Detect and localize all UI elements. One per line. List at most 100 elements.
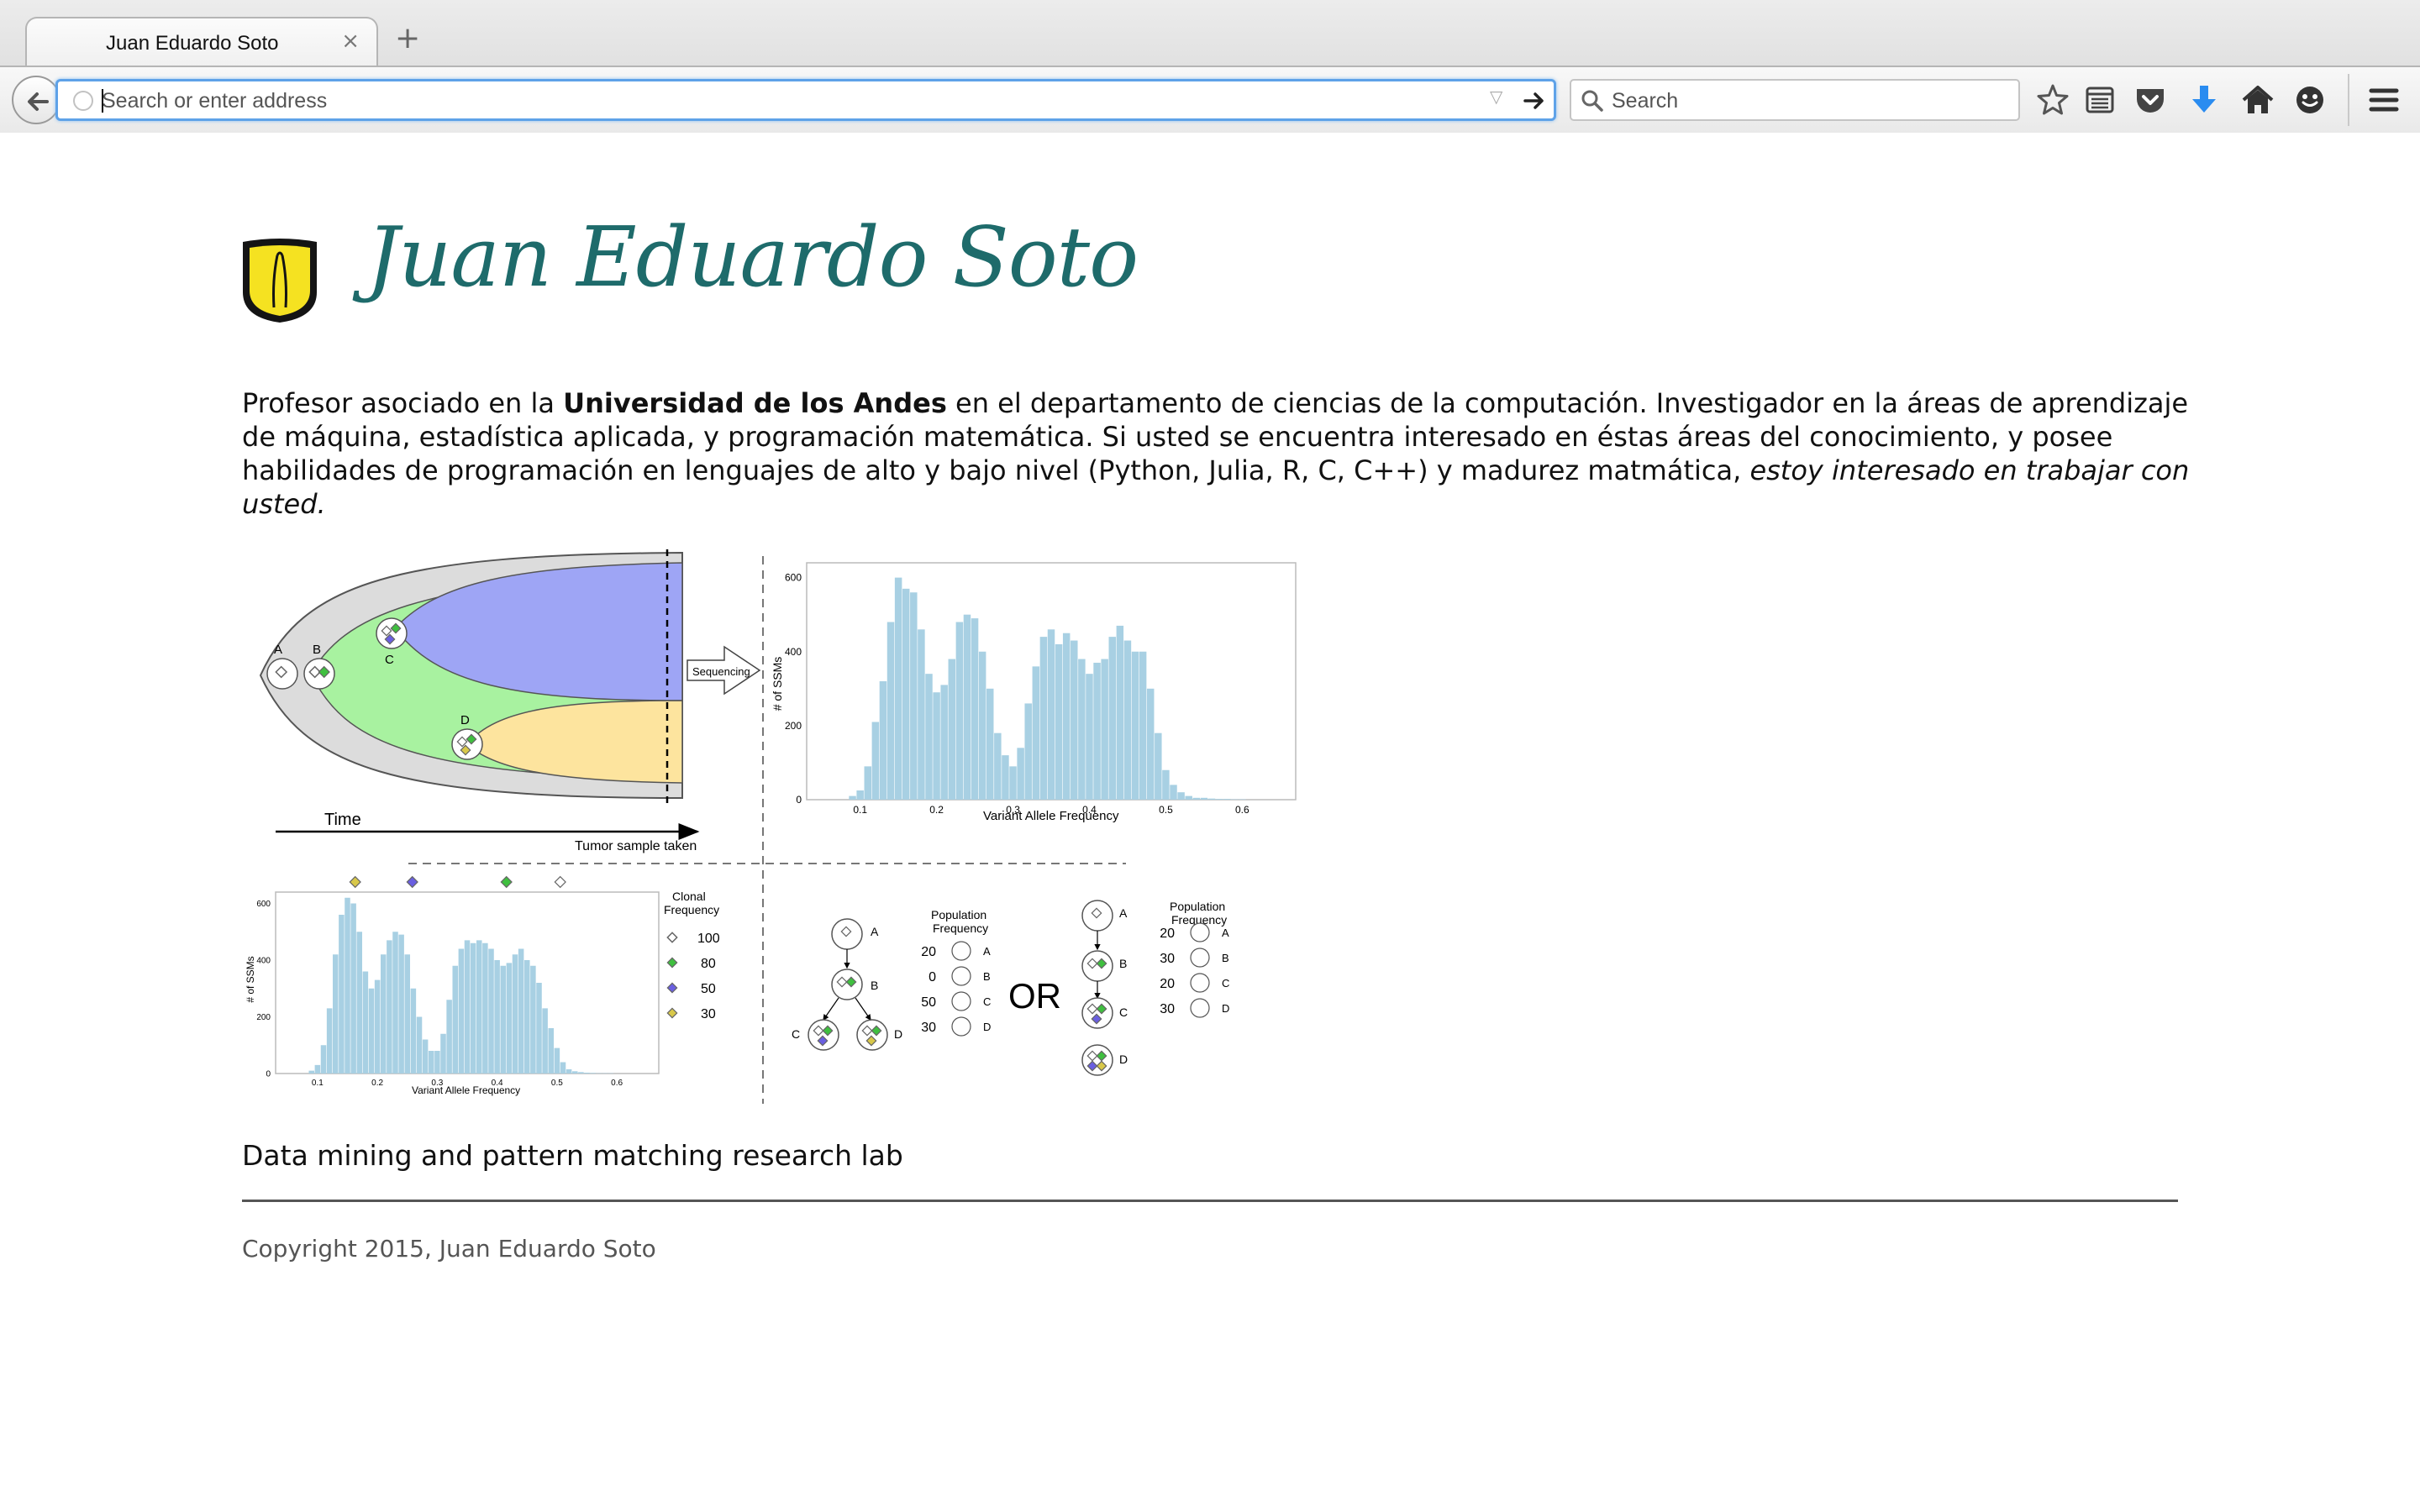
x-axis-label: Variant Allele Frequency bbox=[412, 1084, 520, 1096]
reading-list-icon[interactable] bbox=[2082, 82, 2118, 118]
lab-title: Data mining and pattern matching researc… bbox=[242, 1139, 903, 1172]
tree2-node-c: C bbox=[1119, 1005, 1128, 1019]
back-arrow-icon bbox=[28, 92, 49, 111]
y-tick-label: 400 bbox=[256, 956, 271, 965]
tree2-pop-title-2: Frequency bbox=[1171, 913, 1227, 927]
legend-swatch-80 bbox=[666, 957, 678, 969]
histogram-bar bbox=[332, 954, 339, 1074]
histogram-bar bbox=[1155, 732, 1162, 800]
population-clone-circle bbox=[951, 1016, 971, 1037]
pocket-icon[interactable] bbox=[2133, 82, 2168, 118]
x-tick-label: 0.6 bbox=[611, 1079, 623, 1088]
y-tick-label: 200 bbox=[256, 1013, 271, 1022]
histogram-bar bbox=[416, 1016, 423, 1074]
population-frequency-value: 20 bbox=[921, 945, 936, 959]
population-frequency-value: 50 bbox=[921, 995, 936, 1010]
browser-chrome: Juan Eduardo Soto × + ▽ bbox=[0, 0, 2420, 133]
site-identity-icon[interactable] bbox=[73, 91, 93, 111]
histogram-bar bbox=[1093, 662, 1101, 800]
histogram-bar bbox=[994, 732, 1002, 800]
toolbar-separator bbox=[2348, 74, 2349, 126]
search-bar[interactable] bbox=[1570, 79, 2020, 121]
histogram-bar bbox=[1223, 799, 1231, 800]
sequencing-arrow bbox=[687, 645, 761, 696]
address-bar[interactable]: ▽ bbox=[55, 79, 1556, 121]
histogram-bar bbox=[871, 722, 880, 800]
histogram-bars bbox=[308, 897, 614, 1074]
clone-label-b: B bbox=[313, 643, 321, 657]
population-clone-label: D bbox=[983, 1021, 991, 1033]
population-clone-label: A bbox=[983, 945, 991, 958]
histogram-bar bbox=[404, 954, 411, 1074]
tab-close-icon[interactable]: × bbox=[341, 29, 360, 54]
histogram-bar bbox=[1047, 629, 1055, 800]
legend-title-2: Frequency bbox=[664, 903, 719, 916]
menu-icon[interactable] bbox=[2366, 82, 2402, 118]
histogram-bars bbox=[849, 577, 1246, 800]
tab-active[interactable]: Juan Eduardo Soto × bbox=[25, 17, 378, 67]
histogram-bar bbox=[1055, 643, 1063, 800]
x-tick-label: 0.4 bbox=[1082, 804, 1097, 816]
university-shield-logo bbox=[243, 239, 317, 323]
chat-icon[interactable] bbox=[2292, 82, 2328, 118]
population-clone-circle bbox=[951, 966, 971, 986]
legend-title-1: Clonal bbox=[672, 890, 706, 903]
sample-label: Tumor sample taken bbox=[575, 839, 697, 853]
tree2-node-b: B bbox=[1119, 957, 1127, 970]
go-arrow-icon[interactable] bbox=[1522, 88, 1547, 113]
histogram-bar bbox=[1200, 797, 1208, 800]
x-tick-labels: 0.1 0.2 0.3 0.4 0.5 0.6 bbox=[853, 804, 1249, 816]
histogram-bar bbox=[940, 685, 948, 800]
y-tick-label: 0 bbox=[266, 1069, 271, 1079]
histogram-bar bbox=[894, 577, 902, 800]
histogram-bar bbox=[1116, 625, 1124, 800]
population-frequency-value: 30 bbox=[1160, 952, 1175, 966]
histogram-bar bbox=[523, 960, 530, 1074]
address-input[interactable] bbox=[102, 87, 1446, 115]
legend-swatch-50 bbox=[666, 982, 678, 994]
histogram-bar bbox=[1086, 674, 1093, 800]
intro-text-2: en el departamento de ciencias de la com… bbox=[242, 387, 2189, 486]
histogram-bar bbox=[410, 988, 417, 1074]
histogram-bar bbox=[910, 592, 918, 800]
y-axis-label: # of SSMs bbox=[245, 956, 256, 1002]
histogram-bar bbox=[590, 1073, 596, 1074]
histogram-bar bbox=[422, 1039, 429, 1074]
population-clone-label: B bbox=[983, 970, 991, 983]
search-input[interactable] bbox=[1612, 87, 2007, 114]
sequencing-label: Sequencing bbox=[692, 665, 750, 678]
histogram-bar bbox=[902, 588, 910, 800]
histogram-bar bbox=[1162, 769, 1170, 800]
downloads-icon[interactable] bbox=[2186, 82, 2222, 118]
tree1-pop-title-1: Population bbox=[931, 908, 986, 921]
histogram-bar bbox=[488, 948, 494, 1074]
population-clone-label: C bbox=[1222, 977, 1229, 990]
histogram-bar bbox=[1123, 640, 1132, 800]
y-tick-labels: 0 200 400 600 bbox=[256, 900, 271, 1079]
population-frequency-value: 20 bbox=[1160, 977, 1175, 991]
histogram-bar bbox=[1101, 659, 1108, 800]
legend-value-80: 80 bbox=[701, 957, 716, 971]
histogram-bar bbox=[326, 1008, 333, 1074]
histogram-bar bbox=[849, 795, 856, 800]
histogram-bar bbox=[560, 1062, 566, 1074]
histogram-bar bbox=[554, 1047, 560, 1074]
home-icon[interactable] bbox=[2240, 82, 2275, 118]
bookmark-star-icon[interactable] bbox=[2035, 82, 2070, 118]
histogram-bar bbox=[500, 965, 507, 1074]
back-button[interactable] bbox=[12, 76, 60, 124]
histogram-bar bbox=[374, 979, 381, 1074]
tree2-pop-title-1: Population bbox=[1170, 900, 1225, 913]
intro-paragraph: Profesor asociado en la Universidad de l… bbox=[242, 386, 2191, 521]
histogram-bar bbox=[314, 1064, 321, 1074]
history-dropdown-icon[interactable]: ▽ bbox=[1490, 87, 1503, 107]
new-tab-button[interactable]: + bbox=[395, 21, 421, 55]
histogram-bar bbox=[1039, 637, 1048, 800]
footer-divider bbox=[242, 1200, 2178, 1202]
population-frequency-value: 20 bbox=[1160, 927, 1175, 941]
histogram-bar bbox=[1071, 640, 1078, 800]
histogram-bar bbox=[464, 940, 471, 1074]
time-label: Time bbox=[324, 811, 361, 829]
x-tick-label: 0.2 bbox=[371, 1079, 383, 1088]
intro-closing: estoy interesado en trabajar con usted. bbox=[242, 454, 2190, 520]
